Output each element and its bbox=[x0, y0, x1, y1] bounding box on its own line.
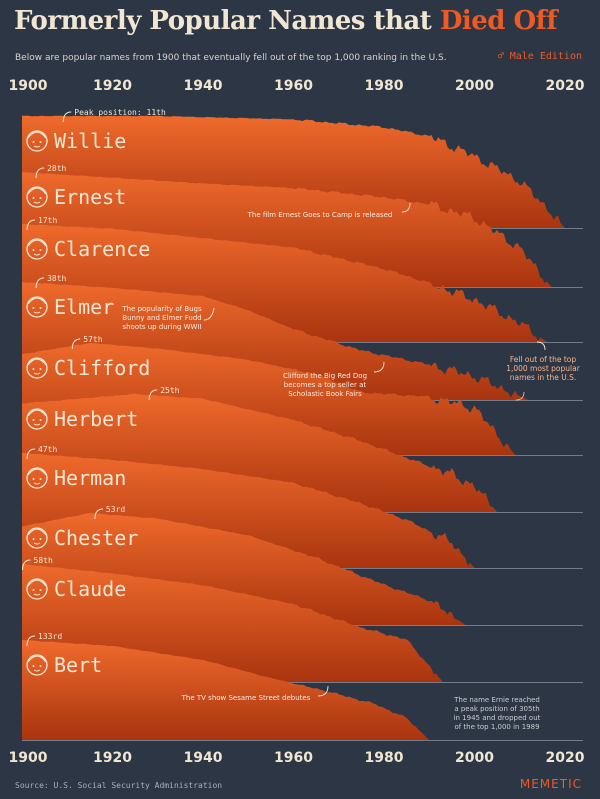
annotation-arrow bbox=[203, 307, 215, 321]
name-label-clarence: Clarence bbox=[54, 237, 150, 261]
face-icon bbox=[26, 578, 48, 600]
face-icon bbox=[26, 408, 48, 430]
peak-arrow-chester bbox=[94, 508, 103, 520]
x-tick-top-2020: 2020 bbox=[546, 78, 585, 94]
peak-arrow-clarence bbox=[26, 219, 36, 231]
annotation-line: in 1945 and dropped out bbox=[454, 714, 541, 722]
face-icon bbox=[26, 527, 48, 549]
name-label-willie: Willie bbox=[54, 129, 126, 153]
page-subtitle: Below are popular names from 1900 that e… bbox=[15, 53, 447, 63]
name-label-bert: Bert bbox=[54, 653, 102, 677]
source-note: Source: U.S. Social Security Administrat… bbox=[15, 781, 223, 790]
name-label-elmer: Elmer bbox=[54, 295, 114, 319]
face-icon bbox=[26, 654, 48, 676]
x-tick-top-1900: 1900 bbox=[9, 78, 48, 94]
face-icon bbox=[26, 186, 48, 208]
peak-label-herbert: 25th bbox=[160, 386, 179, 395]
name-label-herman: Herman bbox=[54, 466, 126, 490]
x-tick-bottom-1960: 1960 bbox=[274, 750, 313, 766]
face-icon bbox=[26, 130, 48, 152]
peak-label-clarence: 17th bbox=[38, 216, 57, 225]
annotation-line: becomes a top seller at bbox=[284, 381, 367, 389]
x-tick-top-2000: 2000 bbox=[455, 78, 494, 94]
face-icon bbox=[26, 357, 48, 379]
edition-label: ♂ Male Edition bbox=[497, 51, 582, 62]
peak-label-clifford: 57th bbox=[83, 335, 102, 344]
peak-arrow-willie bbox=[62, 111, 72, 123]
peak-arrow-herbert bbox=[148, 389, 158, 401]
peak-arrow-ernest bbox=[35, 167, 45, 179]
annotation-1: The film Ernest Goes to Camp is released bbox=[247, 202, 411, 219]
annotation-line: The film Ernest Goes to Camp is released bbox=[247, 211, 393, 219]
peak-label-ernest: 28th bbox=[47, 164, 66, 173]
x-tick-top-1980: 1980 bbox=[365, 78, 404, 94]
x-tick-top-1920: 1920 bbox=[93, 78, 132, 94]
annotation-line: shoots up during WWII bbox=[122, 323, 201, 331]
x-tick-bottom-1920: 1920 bbox=[93, 750, 132, 766]
annotation-arrow bbox=[536, 341, 546, 351]
annotation-line: names in the U.S. bbox=[510, 373, 577, 382]
x-tick-top-1940: 1940 bbox=[184, 78, 223, 94]
page-title: Formerly Popular Names that Died Off bbox=[14, 6, 558, 36]
peak-label-chester: 53rd bbox=[106, 505, 125, 514]
face-icon bbox=[26, 238, 48, 260]
annotation-line: Clifford the Big Red Dog bbox=[283, 372, 367, 380]
annotation-line: 1,000 most popular bbox=[506, 364, 581, 373]
name-label-chester: Chester bbox=[54, 526, 138, 550]
annotation-line: Bunny and Elmer Fudd bbox=[122, 314, 201, 322]
peak-arrow-elmer bbox=[35, 277, 45, 289]
peak-label-claude: 58th bbox=[34, 556, 53, 565]
annotation-arrow bbox=[317, 685, 329, 697]
annotation-5: The TV show Sesame Street debutes bbox=[181, 685, 329, 702]
peak-label-bert: 133rd bbox=[38, 632, 62, 641]
name-label-claude: Claude bbox=[54, 577, 126, 601]
name-label-herbert: Herbert bbox=[54, 407, 138, 431]
annotation-arrow bbox=[373, 361, 385, 373]
name-label-clifford: Clifford bbox=[54, 356, 150, 380]
peak-arrow-clifford bbox=[71, 338, 81, 350]
annotation-line: a peak position of 305th bbox=[454, 705, 539, 713]
annotation-arrow bbox=[401, 202, 411, 213]
ridge-area-bert bbox=[22, 640, 430, 740]
x-tick-bottom-1940: 1940 bbox=[184, 750, 223, 766]
face-icon bbox=[26, 467, 48, 489]
annotation-line: The popularity of Bugs bbox=[121, 305, 202, 313]
annotation-arrow bbox=[515, 391, 525, 401]
brand-logo: MEMETIC bbox=[519, 777, 582, 791]
annotation-line: The TV show Sesame Street debutes bbox=[181, 694, 311, 702]
name-label-ernest: Ernest bbox=[54, 185, 126, 209]
annotation-line: Fell out of the top bbox=[510, 355, 577, 364]
annotation-line: of the top 1,000 in 1989 bbox=[454, 723, 539, 731]
peak-arrow-claude bbox=[22, 559, 31, 571]
peak-label-elmer: 38th bbox=[47, 274, 66, 283]
annotation-line: The name Ernie reached bbox=[453, 696, 540, 704]
peak-arrow-bert bbox=[26, 635, 36, 647]
x-tick-bottom-2000: 2000 bbox=[455, 750, 494, 766]
face-icon bbox=[26, 296, 48, 318]
annotation-line: Scholastic Book Fairs bbox=[288, 390, 362, 398]
peak-label-willie: Peak position: 11th bbox=[74, 108, 166, 117]
peak-label-herman: 47th bbox=[38, 445, 57, 454]
x-tick-bottom-2020: 2020 bbox=[546, 750, 585, 766]
x-tick-bottom-1980: 1980 bbox=[365, 750, 404, 766]
x-tick-top-1960: 1960 bbox=[274, 78, 313, 94]
ridge-bert: Bert 133rd bbox=[22, 632, 583, 741]
x-tick-bottom-1900: 1900 bbox=[9, 750, 48, 766]
peak-arrow-herman bbox=[26, 448, 36, 460]
